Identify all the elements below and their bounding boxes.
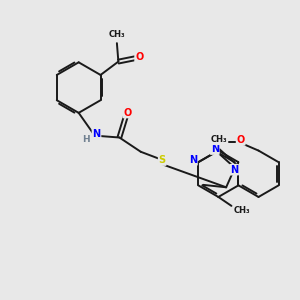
Text: S: S xyxy=(159,155,166,165)
Text: N: N xyxy=(189,155,197,165)
Text: CH₃: CH₃ xyxy=(234,206,250,215)
Text: O: O xyxy=(237,135,245,145)
Text: O: O xyxy=(135,52,143,61)
Text: N: N xyxy=(92,129,101,139)
Text: CH₃: CH₃ xyxy=(109,30,125,39)
Text: N: N xyxy=(211,144,219,154)
Text: N: N xyxy=(230,165,238,175)
Text: H: H xyxy=(82,134,90,143)
Text: CH₃: CH₃ xyxy=(211,135,228,144)
Text: O: O xyxy=(123,108,131,118)
